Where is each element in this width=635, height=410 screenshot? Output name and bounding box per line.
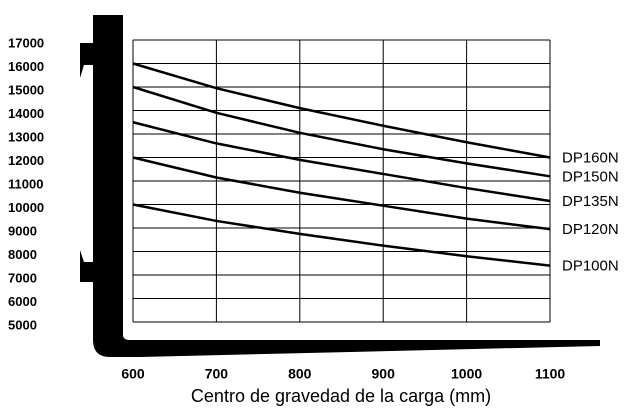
forklift-notch	[80, 250, 93, 282]
forklift-shape	[93, 15, 600, 357]
y-tick-label: 11000	[8, 176, 43, 191]
chart: Centro de gravedad de la carga (mm) 5000…	[0, 0, 635, 410]
x-tick-label: 600	[121, 366, 145, 382]
y-tick-label: 17000	[8, 35, 44, 50]
x-tick-label: 700	[205, 366, 229, 382]
y-tick-label: 10000	[8, 200, 44, 215]
series-line	[133, 205, 550, 266]
series-label: DP100N	[562, 258, 619, 275]
series-label: DP160N	[562, 149, 619, 166]
page: Centro de gravedad de la carga (mm) 5000…	[0, 0, 635, 410]
y-tick-label: 8000	[8, 247, 37, 262]
x-axis-label: Centro de gravedad de la carga (mm)	[191, 386, 491, 406]
x-tick-label: 1000	[451, 366, 482, 382]
y-tick-label: 5000	[8, 317, 37, 332]
y-tick-label: 12000	[8, 153, 44, 168]
y-tick-label: 14000	[8, 106, 44, 121]
series-line	[133, 158, 550, 230]
y-tick-label: 16000	[8, 59, 44, 74]
x-tick-label: 800	[288, 366, 312, 382]
series-label: DP120N	[562, 221, 619, 238]
series-line	[133, 87, 550, 176]
y-tick-label: 15000	[8, 82, 44, 97]
y-tick-label: 7000	[8, 270, 37, 285]
y-tick-label: 13000	[8, 129, 44, 144]
y-tick-label: 9000	[8, 223, 37, 238]
series-label: DP135N	[562, 193, 619, 210]
x-tick-label: 1100	[535, 366, 566, 382]
series-label: DP150N	[562, 168, 619, 185]
forklift-notch	[80, 43, 93, 78]
x-tick-label: 900	[372, 366, 396, 382]
y-tick-label: 6000	[8, 294, 37, 309]
